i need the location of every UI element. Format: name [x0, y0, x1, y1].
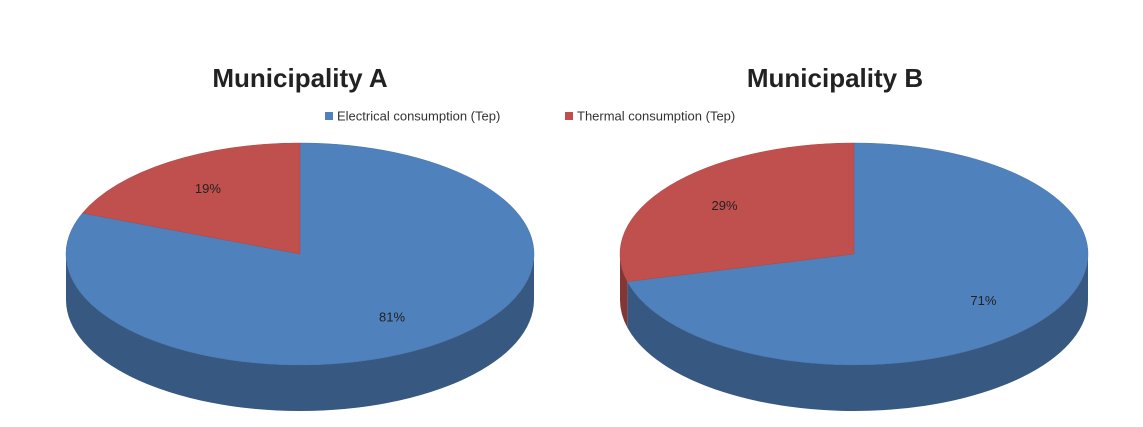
- pie-side: [66, 254, 534, 411]
- legend-swatch: [325, 112, 333, 120]
- chart-title: Municipality B: [747, 63, 923, 93]
- legend-label: Thermal consumption (Tep): [577, 108, 735, 123]
- chart-title: Municipality A: [212, 63, 387, 93]
- legend-swatch: [565, 112, 573, 120]
- pie-slice: [619, 142, 855, 282]
- data-label: 29%: [712, 198, 738, 213]
- data-label: 81%: [379, 310, 405, 325]
- data-label: 71%: [970, 293, 996, 308]
- pie-side: [620, 254, 628, 328]
- pie-side: [627, 254, 1088, 412]
- pie-slice: [81, 142, 301, 255]
- data-label: 19%: [195, 181, 221, 196]
- pie-slice: [626, 142, 1089, 366]
- legend-label: Electrical consumption (Tep): [337, 108, 500, 123]
